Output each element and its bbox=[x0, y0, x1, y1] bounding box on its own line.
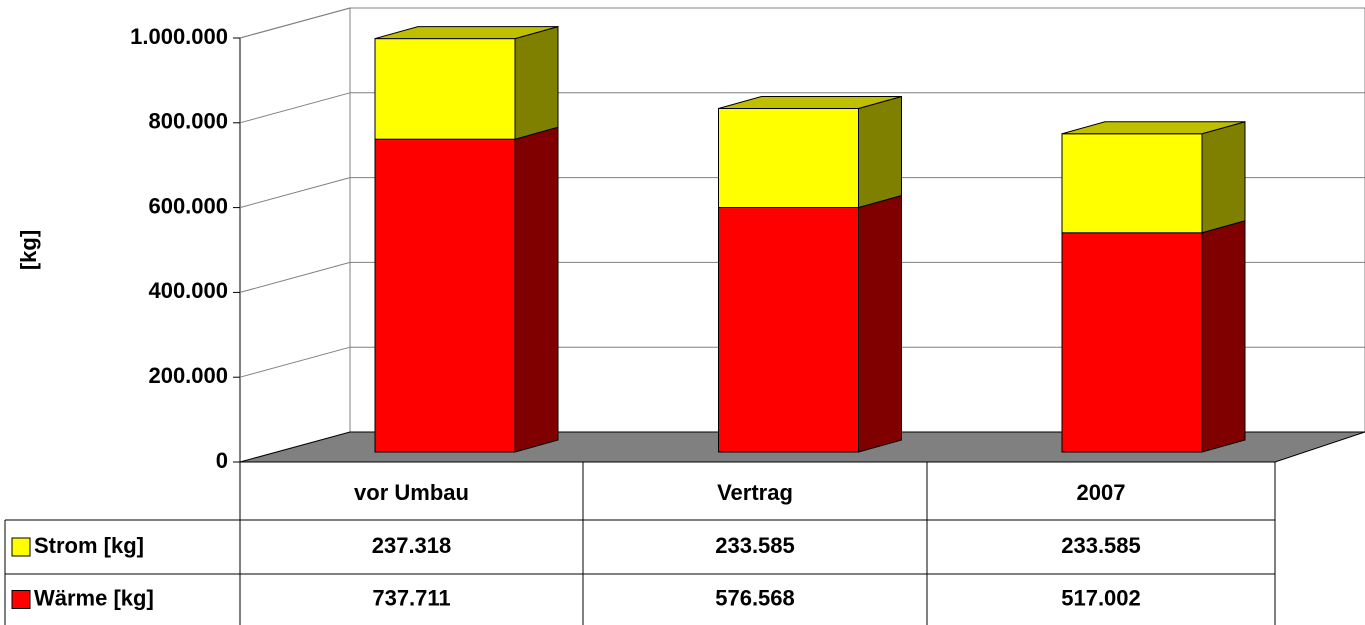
x-tick-label: 2007 bbox=[1077, 480, 1126, 505]
y-tick-label: 200.000 bbox=[148, 363, 228, 388]
data-table: vor Umbau Vertrag 2007 Strom [kg] 237.318 233… bbox=[4, 461, 1276, 625]
bar-top bbox=[718, 95, 902, 109]
value-label: 237.318 bbox=[372, 533, 452, 558]
bar-side bbox=[1201, 220, 1246, 453]
legend-swatch bbox=[11, 590, 31, 609]
grid-line bbox=[239, 92, 351, 124]
bar-side bbox=[1201, 121, 1246, 234]
value-label: 517.002 bbox=[1061, 585, 1141, 610]
grid-line bbox=[239, 7, 351, 39]
legend-label: Wärme [kg] bbox=[34, 585, 154, 610]
legend-label: Strom [kg] bbox=[34, 533, 144, 558]
bar-side bbox=[514, 126, 559, 453]
value-label: 233.585 bbox=[715, 533, 795, 558]
x-tick-label: vor Umbau bbox=[354, 480, 469, 505]
y-tick-label: 0 bbox=[216, 448, 228, 473]
bar-side bbox=[858, 95, 902, 209]
value-label: 233.585 bbox=[1061, 533, 1141, 558]
bar-side bbox=[858, 194, 902, 453]
y-tick-label: 1.000.000 bbox=[130, 24, 228, 49]
grid-line bbox=[239, 177, 351, 209]
bar-segment bbox=[374, 138, 516, 453]
grid-line bbox=[239, 346, 351, 378]
value-label: 576.568 bbox=[715, 585, 795, 610]
x-tick-label: Vertrag bbox=[717, 480, 793, 505]
value-label: 737.711 bbox=[372, 585, 450, 610]
bar-side bbox=[514, 25, 559, 140]
bar-top bbox=[1061, 121, 1246, 135]
legend-swatch bbox=[11, 537, 31, 557]
bars bbox=[374, 25, 1246, 453]
bar-segment bbox=[1061, 232, 1203, 453]
y-tick-label: 600.000 bbox=[148, 193, 228, 218]
y-tick-label: 800.000 bbox=[148, 109, 228, 134]
bar-top bbox=[374, 26, 559, 40]
y-tick-label: 400.000 bbox=[148, 278, 228, 303]
bar-segment bbox=[718, 107, 859, 209]
grid-line bbox=[239, 261, 351, 293]
bar-segment bbox=[1061, 133, 1203, 234]
bar-segment bbox=[718, 207, 859, 453]
y-axis-label: [kg] bbox=[16, 230, 41, 270]
bar-segment bbox=[374, 38, 516, 140]
